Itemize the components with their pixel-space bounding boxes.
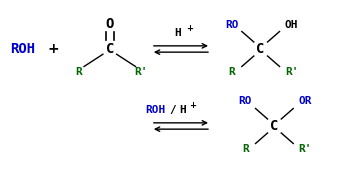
- Text: H: H: [179, 105, 186, 115]
- Text: +: +: [47, 42, 59, 56]
- Text: OR: OR: [298, 96, 312, 107]
- Text: C: C: [106, 42, 114, 56]
- Text: R': R': [285, 67, 298, 77]
- Text: R: R: [242, 144, 249, 154]
- Text: C: C: [257, 42, 265, 56]
- Text: OH: OH: [285, 19, 298, 30]
- Text: ROH: ROH: [10, 42, 35, 56]
- Text: C: C: [270, 119, 279, 133]
- Text: R': R': [134, 67, 147, 77]
- Text: /: /: [169, 105, 176, 115]
- Text: R: R: [75, 67, 82, 77]
- Text: ROH: ROH: [145, 105, 165, 115]
- Text: R': R': [298, 144, 312, 154]
- Text: RO: RO: [238, 96, 252, 107]
- Text: +: +: [189, 101, 197, 110]
- Text: O: O: [106, 18, 114, 32]
- Text: H: H: [174, 28, 181, 38]
- Text: +: +: [186, 24, 193, 33]
- Text: R: R: [228, 67, 235, 77]
- Text: RO: RO: [225, 19, 238, 30]
